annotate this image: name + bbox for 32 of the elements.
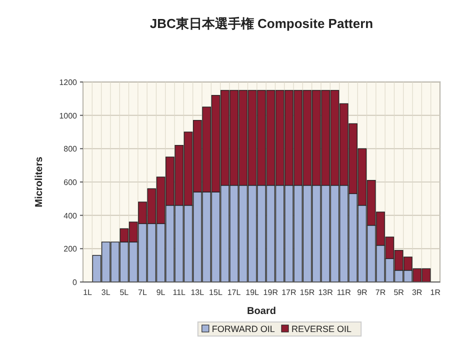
x-tick-label: 3L (101, 288, 111, 297)
x-tick-label: 15R (300, 288, 315, 297)
y-axis-title: Microliters (34, 156, 45, 208)
x-tick-label: 19R (263, 288, 278, 297)
x-tick-label: 3R (412, 288, 422, 297)
x-tick-label: 9L (156, 288, 166, 297)
x-tick-label: 13R (318, 288, 334, 297)
legend-label: REVERSE OIL (292, 324, 352, 334)
x-tick-label: 5R (394, 288, 404, 297)
y-tick-label: 600 (64, 178, 78, 187)
y-tick-label: 800 (64, 144, 78, 154)
y-tick-label: 400 (64, 211, 78, 220)
x-tick-label: 7R (375, 288, 386, 297)
x-tick-label: 1R (430, 288, 441, 297)
x-tick-label: 17L (227, 288, 242, 297)
x-tick-label: 15L (209, 288, 223, 297)
legend-label: FORWARD OIL (212, 324, 275, 334)
y-tick-label: 1000 (59, 111, 78, 120)
x-tick-label: 11L (172, 288, 186, 297)
chart-title: JBC東日本選手権 Composite Pattern (150, 16, 374, 31)
x-tick-label: 17R (282, 288, 297, 297)
x-tick-label: 11R (336, 288, 352, 297)
x-tick-label: 9R (357, 288, 368, 297)
y-tick-label: 1200 (59, 78, 78, 87)
x-tick-label: 19L (246, 288, 260, 297)
y-tick-label: 200 (64, 244, 78, 254)
x-tick-label: 5L (120, 288, 130, 297)
y-tick-label: 0 (72, 278, 78, 287)
x-tick-label: 7L (138, 288, 148, 297)
x-axis-title: Board (247, 306, 276, 317)
x-tick-label: 1L (83, 288, 93, 297)
x-tick-label: 13L (190, 288, 205, 297)
